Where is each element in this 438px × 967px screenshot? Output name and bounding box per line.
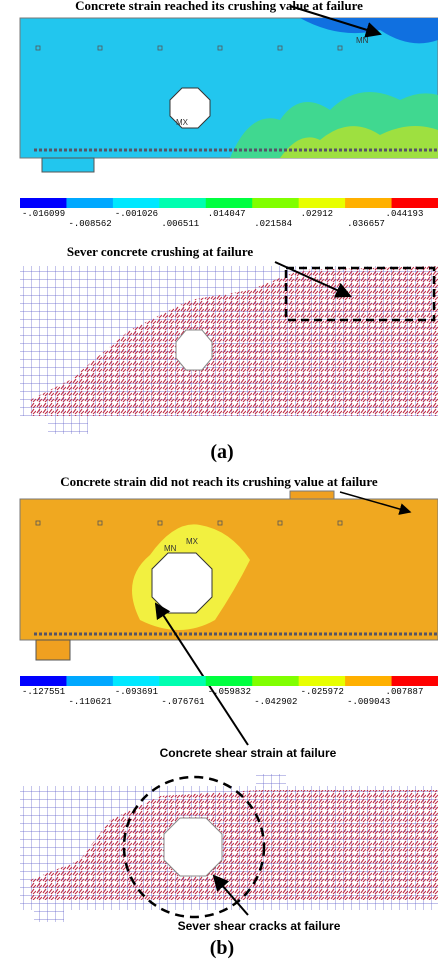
colorbar-swatch — [206, 198, 253, 208]
colorbar-swatch — [20, 676, 67, 686]
legend-label: -.042902 — [254, 697, 297, 707]
support — [42, 158, 94, 172]
min-label: MN — [164, 544, 177, 553]
annotation: Concrete shear strain at failure — [160, 746, 337, 760]
caption: (a) — [210, 441, 233, 463]
legend-label: -.008562 — [68, 219, 111, 229]
mesh-support — [48, 416, 88, 434]
colorbar-swatch — [252, 198, 299, 208]
legend-label: -.059832 — [208, 687, 251, 697]
opening — [176, 330, 212, 370]
colorbar-swatch — [345, 198, 392, 208]
figure: Concrete strain reached its crushing val… — [0, 0, 438, 967]
legend-label: -.093691 — [115, 687, 158, 697]
colorbar-swatch — [206, 676, 253, 686]
legend-label: .006511 — [161, 219, 199, 229]
opening — [164, 818, 222, 876]
legend-label: .036657 — [347, 219, 385, 229]
legend-label: -.016099 — [22, 209, 65, 219]
support — [36, 640, 70, 660]
mesh-load — [256, 774, 286, 788]
colorbar-swatch — [299, 198, 346, 208]
annotation: Concrete strain reached its crushing val… — [75, 0, 363, 13]
colorbar-swatch — [20, 198, 67, 208]
colorbar-swatch — [66, 676, 113, 686]
colorbar-swatch — [392, 198, 438, 208]
max-label: MX — [176, 118, 189, 127]
caption: (b) — [210, 937, 234, 959]
colorbar-swatch — [113, 198, 160, 208]
max-label: MX — [186, 537, 199, 546]
colorbar-swatch — [113, 676, 160, 686]
annotation: Sever shear cracks at failure — [178, 919, 341, 933]
colorbar-swatch — [159, 198, 206, 208]
legend-label: -.110621 — [68, 697, 111, 707]
legend-label: .021584 — [254, 219, 292, 229]
mesh-support — [34, 910, 64, 922]
colorbar-swatch — [345, 676, 392, 686]
colorbar: -.016099-.008562 -.001026.006511 .014047 .0… — [20, 198, 438, 229]
legend-label: -.009043 — [347, 697, 390, 707]
legend-label: .02912 — [301, 209, 333, 219]
colorbar-swatch — [66, 198, 113, 208]
load-plate — [290, 491, 334, 499]
opening — [152, 553, 212, 613]
colorbar-swatch — [252, 676, 299, 686]
legend-label: -.076761 — [161, 697, 204, 707]
annotation: Sever concrete crushing at failure — [67, 244, 254, 259]
legend-label: .044193 — [386, 209, 424, 219]
annotation: Concrete strain did not reach its crushi… — [60, 474, 378, 489]
colorbar-swatch — [392, 676, 438, 686]
min-label: MN — [356, 36, 369, 45]
legend-label: .007887 — [386, 687, 424, 697]
legend-label: -.025972 — [301, 687, 344, 697]
legend-label: -.127551 — [22, 687, 65, 697]
colorbar-swatch — [299, 676, 346, 686]
legend-label: .014047 — [208, 209, 246, 219]
colorbar-swatch — [159, 676, 206, 686]
colorbar: -.127551-.110621 -.093691-.076761 -.059832… — [20, 676, 438, 707]
legend-label: -.001026 — [115, 209, 158, 219]
